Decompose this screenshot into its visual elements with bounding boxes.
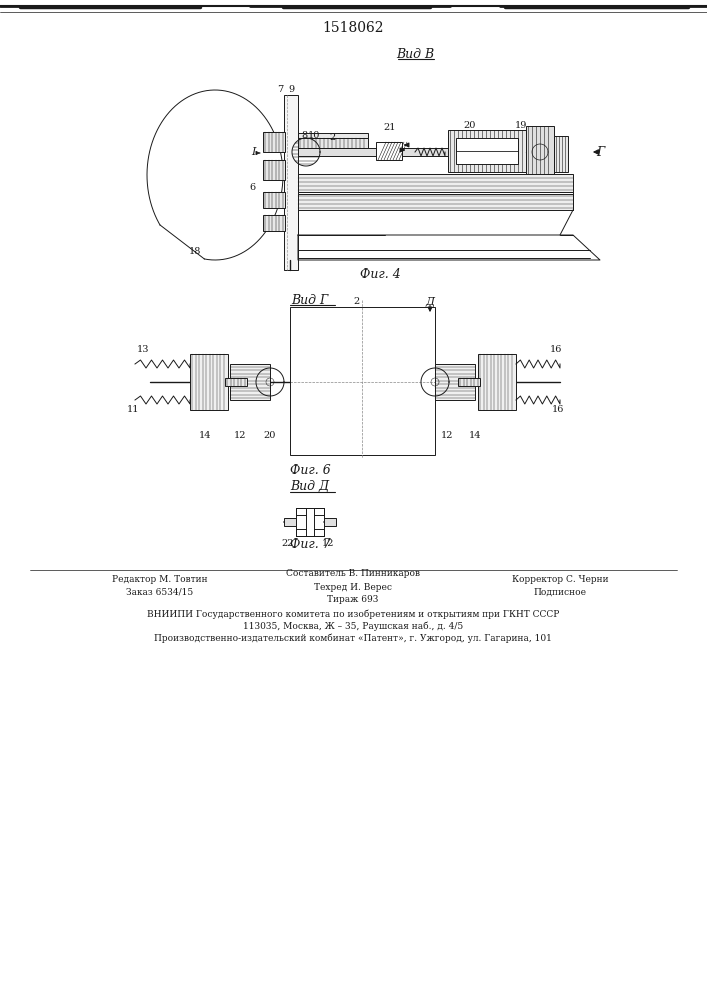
Text: I: I: [251, 147, 255, 157]
Text: Подписное: Подписное: [534, 587, 587, 596]
Polygon shape: [147, 90, 283, 260]
Text: 12: 12: [322, 540, 334, 548]
Text: Вид Д: Вид Д: [291, 481, 329, 493]
Bar: [298, 133, 368, 138]
Bar: [263, 160, 285, 180]
Polygon shape: [298, 235, 600, 260]
Bar: [554, 136, 568, 172]
Text: Производственно-издательский комбинат «Патент», г. Ужгород, ул. Гагарина, 101: Производственно-издательский комбинат «П…: [154, 633, 552, 643]
Bar: [290, 307, 435, 455]
Bar: [284, 95, 298, 270]
Text: 14: 14: [199, 430, 211, 440]
Text: 12: 12: [234, 430, 246, 440]
Text: 14: 14: [469, 430, 481, 440]
Text: 19: 19: [515, 120, 527, 129]
Bar: [478, 354, 516, 410]
Bar: [190, 354, 228, 410]
Text: 20: 20: [464, 120, 477, 129]
Text: 13: 13: [136, 346, 149, 355]
Text: Заказ 6534/15: Заказ 6534/15: [127, 587, 194, 596]
Bar: [298, 174, 573, 192]
Bar: [448, 130, 526, 172]
Text: 11: 11: [127, 406, 139, 414]
Text: 2: 2: [354, 298, 360, 306]
Text: Вид В: Вид В: [396, 47, 434, 60]
Text: Фиг. 6: Фиг. 6: [290, 464, 330, 477]
Text: 2: 2: [329, 133, 335, 142]
Text: Д: Д: [426, 297, 435, 307]
Text: 7: 7: [277, 86, 283, 95]
Text: Тираж 693: Тираж 693: [327, 595, 379, 604]
Text: 9: 9: [288, 86, 294, 95]
Text: Фиг. 7: Фиг. 7: [290, 538, 330, 552]
Bar: [298, 148, 560, 156]
Text: 1518062: 1518062: [322, 21, 384, 35]
Bar: [263, 215, 285, 231]
Bar: [314, 515, 324, 529]
Text: 113035, Москва, Ж – 35, Раушская наб., д. 4/5: 113035, Москва, Ж – 35, Раушская наб., д…: [243, 621, 463, 631]
Text: 10: 10: [308, 130, 320, 139]
Text: 16: 16: [550, 346, 562, 355]
Bar: [296, 515, 306, 529]
Bar: [263, 192, 285, 208]
Bar: [296, 508, 324, 536]
Text: Корректор С. Черни: Корректор С. Черни: [512, 576, 608, 584]
Text: 21: 21: [384, 123, 396, 132]
Bar: [298, 138, 368, 148]
Bar: [435, 364, 475, 400]
Text: Г: Г: [596, 145, 604, 158]
Bar: [263, 132, 285, 152]
Bar: [296, 508, 324, 536]
Text: 12: 12: [440, 430, 453, 440]
Text: Фиг. 4: Фиг. 4: [360, 268, 400, 282]
Bar: [324, 518, 336, 526]
Text: 22: 22: [282, 540, 294, 548]
Bar: [456, 138, 518, 164]
Bar: [376, 142, 402, 160]
Text: 6: 6: [249, 182, 255, 192]
Text: 8: 8: [301, 130, 307, 139]
Bar: [230, 364, 270, 400]
Bar: [298, 194, 573, 210]
Text: 20: 20: [264, 430, 276, 440]
Bar: [284, 518, 296, 526]
Bar: [526, 126, 554, 182]
Text: Вид Г: Вид Г: [291, 294, 329, 306]
Text: Техред И. Верес: Техред И. Верес: [314, 582, 392, 591]
Text: Редактор М. Товтин: Редактор М. Товтин: [112, 576, 208, 584]
Text: 18: 18: [189, 247, 201, 256]
Bar: [458, 378, 480, 386]
Text: Составитель В. Пинникаров: Составитель В. Пинникаров: [286, 570, 420, 578]
Text: ВНИИПИ Государственного комитета по изобретениям и открытиям при ГКНТ СССР: ВНИИПИ Государственного комитета по изоб…: [147, 609, 559, 619]
Text: 16: 16: [551, 406, 564, 414]
Bar: [225, 378, 247, 386]
